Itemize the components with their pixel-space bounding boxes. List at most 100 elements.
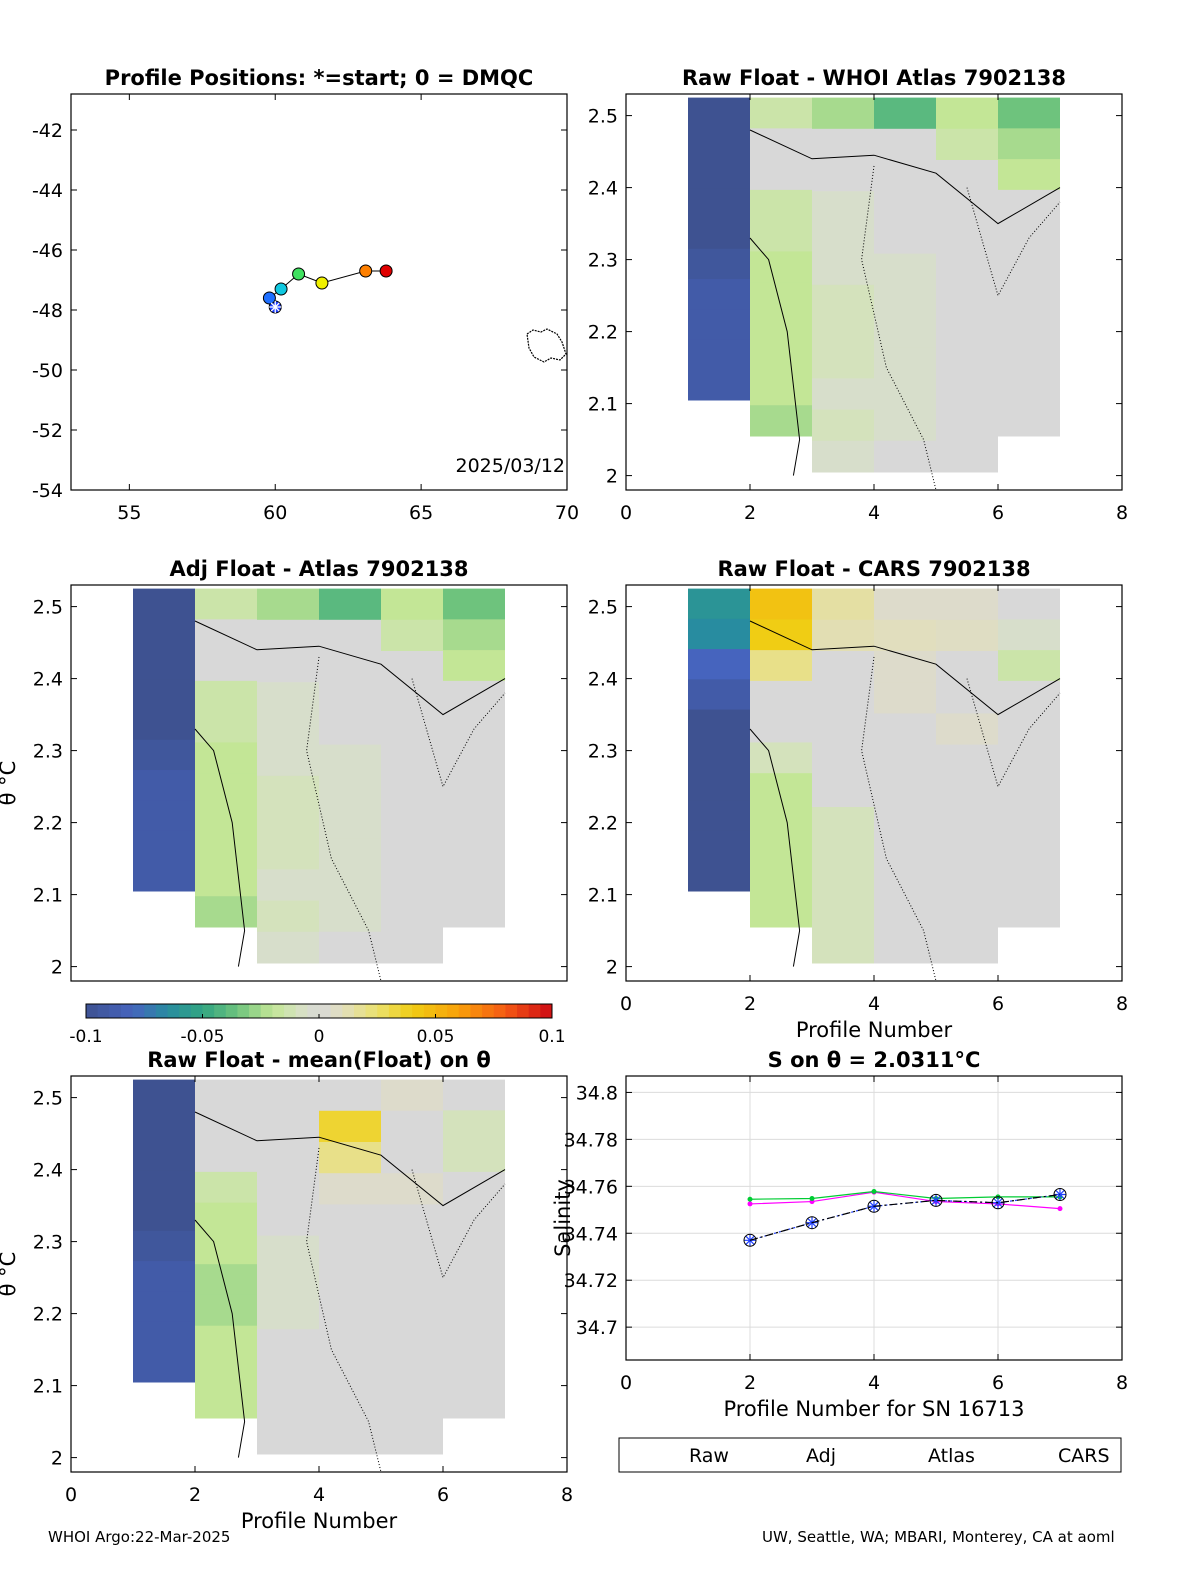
whoi-cell	[998, 251, 1060, 283]
whoi-contour	[749, 129, 1061, 225]
mean-contour	[194, 1111, 506, 1207]
positions-ytick-label: -50	[32, 360, 63, 382]
mean-cell	[257, 1329, 319, 1361]
whoi-cell	[812, 128, 874, 161]
adj-cell	[257, 744, 319, 777]
adj-cell	[319, 713, 381, 746]
whoi-cell	[750, 159, 812, 191]
colorbar-cell	[284, 1004, 297, 1018]
cars-cell	[812, 775, 874, 808]
cars-cell	[998, 803, 1060, 836]
cars-xtick-label: 8	[1116, 993, 1128, 1015]
colorbar-cell	[120, 1004, 134, 1018]
adj-cell	[381, 775, 443, 808]
island-outline	[526, 328, 567, 363]
adj-cell	[381, 682, 443, 714]
mean-cell	[319, 1329, 381, 1361]
colorbar-cell	[109, 1004, 122, 1018]
cars-cell	[688, 800, 750, 832]
adj-ytick-label: 2.2	[33, 813, 63, 835]
mean-ytick-label: 2.1	[33, 1376, 63, 1398]
whoi-cell	[688, 279, 750, 310]
colorbar-cell	[540, 1004, 553, 1018]
positions-ytick-label: -52	[32, 420, 63, 442]
adj-cell	[133, 830, 195, 862]
adj-cell	[195, 650, 257, 682]
profile-position-marker	[379, 264, 393, 278]
footer-left: WHOI Argo:22-Mar-2025	[48, 1528, 231, 1546]
whoi-cell	[688, 158, 750, 189]
whoi-ytick-label: 2.2	[588, 322, 618, 344]
adj-cell	[195, 742, 257, 774]
mean-cell	[319, 1266, 381, 1299]
cars-cell	[936, 744, 998, 777]
cars-cell	[750, 896, 812, 928]
cars-cell	[812, 682, 874, 714]
positions-title: Profile Positions: *=start; 0 = DMQC	[105, 66, 534, 90]
positions-xtick-label: 60	[263, 502, 287, 524]
adj-cell	[133, 860, 195, 892]
mean-cell	[381, 1110, 443, 1143]
cars-cell	[812, 900, 874, 933]
cars-cell	[812, 651, 874, 683]
adj-cell	[443, 834, 505, 866]
colorbar-cell	[458, 1004, 471, 1018]
salinity-xtick-label: 8	[1116, 1372, 1128, 1394]
salinity-title: S on θ = 2.0311°C	[768, 1048, 981, 1072]
cars-cell	[750, 803, 812, 836]
whoi-cell	[874, 160, 936, 192]
mean-cell	[133, 1200, 195, 1232]
legend-label-atlas: Atlas	[928, 1445, 975, 1467]
atlas-marker	[747, 1201, 753, 1207]
mean-cell	[195, 1141, 257, 1173]
cars-cell	[750, 865, 812, 897]
mean-contour	[411, 1169, 506, 1279]
whoi-cell	[750, 343, 812, 375]
whoi-cell	[998, 374, 1060, 406]
adj-marker	[805, 1216, 819, 1230]
adj-cell	[195, 834, 257, 866]
cars-cell	[874, 713, 936, 746]
mean-contour	[194, 1219, 246, 1458]
adj-cell	[195, 803, 257, 836]
whoi-contour	[966, 187, 1061, 297]
salinity-ytick-label: 34.7	[576, 1317, 618, 1339]
cars-cell	[688, 618, 750, 650]
cars-cell	[750, 650, 812, 682]
cars-ytick-label: 2.5	[588, 597, 618, 619]
legend-label-raw: Raw	[689, 1445, 729, 1467]
positions-ytick-label: -48	[32, 300, 63, 322]
whoi-cell	[812, 284, 874, 317]
raw-marker	[744, 1234, 756, 1247]
colorbar-cell	[517, 1004, 530, 1018]
cars-cell	[750, 588, 812, 620]
cars-cell	[688, 709, 750, 741]
whoi-cell	[936, 160, 998, 192]
cars-cell	[998, 773, 1060, 805]
whoi-cell	[874, 97, 936, 130]
whoi-cell	[936, 316, 998, 348]
legend-label-cars: CARS	[1058, 1445, 1110, 1467]
colorbar-cell	[435, 1004, 448, 1018]
adj-marker	[929, 1193, 943, 1207]
salinity-xtick-label: 0	[620, 1372, 632, 1394]
cars-contour	[861, 656, 937, 982]
whoi-cell	[936, 128, 998, 161]
salinity-ytick-label: 34.72	[564, 1270, 618, 1292]
whoi-cell	[936, 222, 998, 255]
mean-cell	[443, 1141, 505, 1173]
adj-contour	[411, 678, 506, 788]
colorbar-tick-label: 0.05	[417, 1027, 455, 1047]
adj-cell	[443, 865, 505, 897]
mean-cell	[133, 1170, 195, 1202]
adj-cell	[319, 588, 381, 621]
whoi-xtick-label: 6	[992, 502, 1004, 524]
whoi-cell	[812, 409, 874, 442]
mean-cell	[381, 1391, 443, 1424]
cars-cell	[874, 619, 936, 652]
mean-cell	[257, 1422, 319, 1455]
cars-cell	[812, 807, 874, 839]
mean-cell	[443, 1202, 505, 1234]
mean-cell	[319, 1391, 381, 1424]
